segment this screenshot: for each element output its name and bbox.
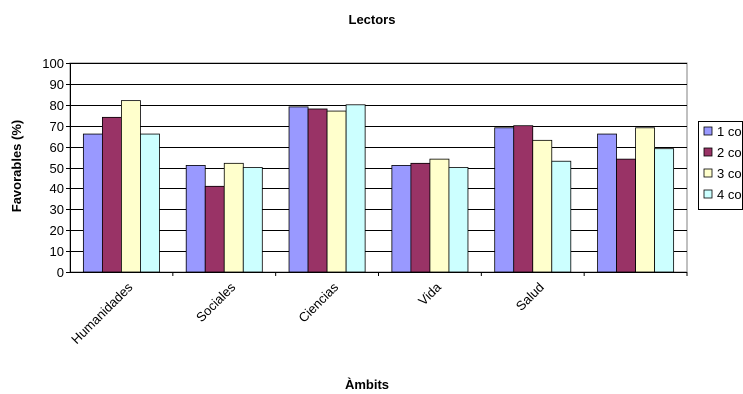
bar-salud-2-conv (513, 125, 534, 273)
y-tick-label: 20 (50, 223, 64, 238)
x-tick-label: Salud (513, 280, 547, 314)
bar-cat5-1-conv (597, 133, 617, 273)
bar-ciencias-4-conv (345, 104, 366, 273)
bar-sociales-3-conv (223, 162, 244, 273)
legend-label: 3 conv (717, 166, 743, 181)
bar-salud-3-conv (532, 139, 553, 273)
y-tick-label: 90 (50, 77, 64, 92)
y-axis: 0 10 20 30 40 50 60 70 80 90 100 (42, 56, 71, 280)
bar-vida-1-conv (391, 165, 412, 273)
bars (82, 100, 675, 273)
x-axis-label: Àmbits (345, 377, 389, 392)
bar-humanidades-2-conv (101, 116, 122, 273)
legend: 1 conv 2 conv 3 conv 4 conv (698, 121, 743, 210)
legend-label: 4 conv (717, 187, 743, 202)
bar-vida-4-conv (448, 167, 469, 273)
bar-humanidades-4-conv (140, 133, 160, 273)
plot-background (69, 62, 688, 273)
legend-swatch (703, 189, 713, 199)
y-tick-label: 60 (50, 140, 64, 155)
y-tick-label: 50 (50, 161, 64, 176)
bar-humanidades-3-conv (121, 100, 141, 273)
x-axis: Humanidades Sociales Ciencias Vida Salud (68, 272, 688, 347)
y-tick-label: 40 (50, 181, 64, 196)
x-tick-label: Ciencias (295, 279, 341, 325)
bar-sociales-4-conv (242, 167, 263, 273)
bar-ciencias-1-conv (288, 106, 309, 273)
legend-label: 2 conv (717, 145, 743, 160)
bar-ciencias-3-conv (326, 110, 347, 273)
bar-ciencias-2-conv (307, 108, 328, 273)
y-tick-label: 0 (57, 265, 64, 280)
x-tick-label: Vida (415, 279, 444, 308)
y-axis-label: Favorables (%) (9, 120, 24, 212)
legend-label: 1 conv (717, 124, 743, 139)
y-tick-label: 100 (42, 56, 64, 71)
bar-vida-3-conv (429, 158, 450, 273)
bar-salud-4-conv (551, 160, 572, 273)
plot-area (69, 62, 688, 273)
y-tick-label: 80 (50, 98, 64, 113)
bar-vida-2-conv (410, 162, 431, 273)
x-tick-label: Sociales (193, 279, 239, 325)
bar-cat5-2-conv (616, 158, 636, 273)
bar-humanidades-1-conv (82, 133, 103, 273)
y-tick-label: 10 (50, 244, 64, 259)
bar-sociales-2-conv (204, 185, 225, 273)
y-tick-label: 70 (50, 119, 64, 134)
bar-cat5-3-conv (635, 127, 656, 273)
bar-cat5-4-conv (654, 148, 675, 273)
legend-swatch (703, 168, 713, 178)
bar-salud-1-conv (494, 127, 515, 273)
legend-swatch (703, 126, 713, 136)
x-tick-label: Humanidades (68, 279, 136, 347)
legend-swatch (703, 147, 713, 157)
bar-sociales-1-conv (185, 165, 206, 273)
y-tick-label: 30 (50, 202, 64, 217)
chart-title: Lectors (349, 12, 396, 27)
